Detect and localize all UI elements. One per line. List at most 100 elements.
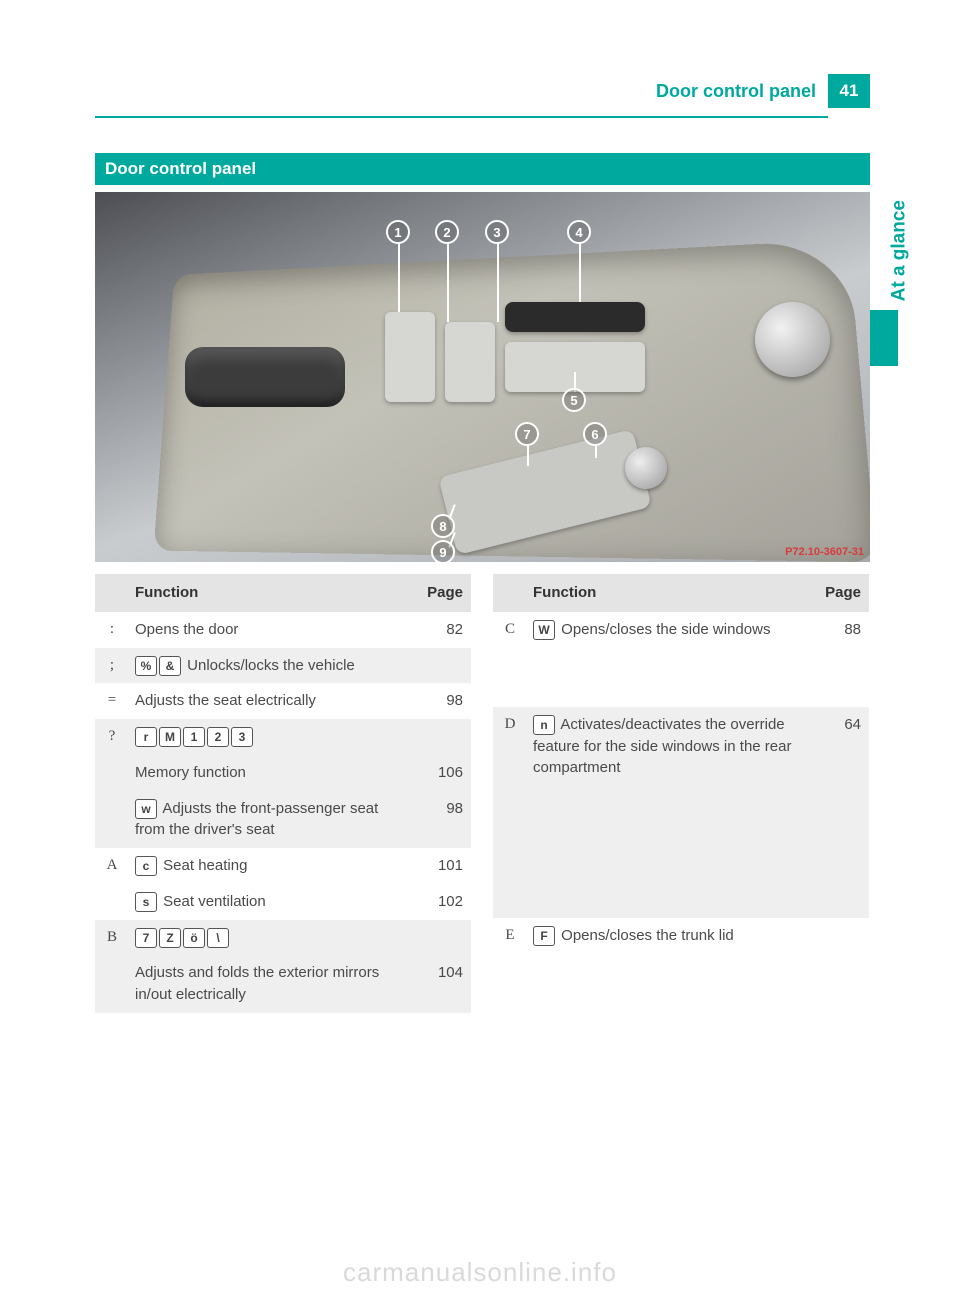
symbol-icon: n — [533, 715, 555, 735]
symbol-icon: F — [533, 926, 555, 946]
row-marker: D — [493, 707, 527, 918]
col-function: Function — [129, 574, 415, 612]
callout-line — [447, 242, 449, 322]
page-header: Door control panel 41 — [656, 74, 870, 108]
symbol-icon: \ — [207, 928, 229, 948]
row-marker — [95, 755, 129, 791]
symbol-icon: M — [159, 727, 181, 747]
row-function: rM123 — [129, 719, 415, 755]
row-marker: B — [95, 920, 129, 956]
row-function: Adjusts and folds the exterior mirrors i… — [129, 955, 415, 1013]
row-page — [415, 719, 471, 755]
function-table-left: Function Page :Opens the door82;%& Unloc… — [95, 574, 471, 1013]
row-marker: ; — [95, 648, 129, 684]
row-page: 106 — [415, 755, 471, 791]
callout-3: 3 — [485, 220, 509, 244]
button-group-1 — [385, 312, 435, 402]
symbol-icon: Z — [159, 928, 181, 948]
row-page: 98 — [415, 683, 471, 719]
symbol-icon: c — [135, 856, 157, 876]
row-function: Memory function — [129, 755, 415, 791]
table-row: ?rM123 — [95, 719, 471, 755]
symbol-icon: 2 — [207, 727, 229, 747]
callout-9: 9 — [431, 540, 455, 562]
row-page: 101 — [415, 848, 471, 884]
symbol-icon: 1 — [183, 727, 205, 747]
table-row: EF Opens/closes the trunk lid — [493, 918, 869, 1013]
symbol-icon: 7 — [135, 928, 157, 948]
watermark: carmanualsonline.info — [0, 1257, 960, 1288]
callout-2: 2 — [435, 220, 459, 244]
table-row: s Seat ventilation102 — [95, 884, 471, 920]
photo-code: P72.10-3607-31 — [785, 546, 864, 558]
col-page: Page — [415, 574, 471, 612]
row-page: 88 — [813, 612, 869, 707]
col-function: Function — [527, 574, 813, 612]
row-function: w Adjusts the front-passenger seat from … — [129, 791, 415, 849]
page-number: 41 — [828, 74, 870, 108]
callout-6: 6 — [583, 422, 607, 446]
table-row: ;%& Unlocks/locks the vehicle — [95, 648, 471, 684]
side-tab-block — [870, 310, 898, 366]
symbol-icon: r — [135, 727, 157, 747]
callout-7: 7 — [515, 422, 539, 446]
col-blank — [493, 574, 527, 612]
side-tab-text: At a glance — [888, 200, 910, 301]
row-marker — [95, 884, 129, 920]
table-row: B7Zö\ — [95, 920, 471, 956]
symbol-icon: ö — [183, 928, 205, 948]
header-divider — [95, 116, 870, 118]
button-group-2 — [445, 322, 495, 402]
col-blank — [95, 574, 129, 612]
callout-line — [398, 242, 400, 312]
row-marker: E — [493, 918, 527, 1013]
row-page: 64 — [813, 707, 869, 918]
callout-line — [497, 242, 499, 322]
function-tables: Function Page :Opens the door82;%& Unloc… — [95, 574, 870, 1013]
row-page: 82 — [415, 612, 471, 648]
callout-4: 4 — [567, 220, 591, 244]
symbol-icon: & — [159, 656, 181, 676]
mirror-knob — [625, 447, 667, 489]
light-knob — [755, 302, 830, 377]
table-row: :Opens the door82 — [95, 612, 471, 648]
table-row: w Adjusts the front-passenger seat from … — [95, 791, 471, 849]
col-page: Page — [813, 574, 869, 612]
table-row: Dn Activates/deactivates the override fe… — [493, 707, 869, 918]
symbol-icon: W — [533, 620, 555, 640]
table-row: Adjusts and folds the exterior mirrors i… — [95, 955, 471, 1013]
row-marker: C — [493, 612, 527, 707]
row-marker: : — [95, 612, 129, 648]
row-page — [415, 920, 471, 956]
section-heading: Door control panel — [95, 153, 870, 185]
row-marker: A — [95, 848, 129, 884]
row-page: 102 — [415, 884, 471, 920]
symbol-icon: w — [135, 799, 157, 819]
row-page — [415, 648, 471, 684]
callout-line — [527, 444, 529, 466]
row-function: W Opens/closes the side windows — [527, 612, 813, 707]
row-function: %& Unlocks/locks the vehicle — [129, 648, 415, 684]
callout-8: 8 — [431, 514, 455, 538]
table-row: Memory function106 — [95, 755, 471, 791]
row-page — [813, 918, 869, 1013]
row-function: Adjusts the seat electrically — [129, 683, 415, 719]
row-function: c Seat heating — [129, 848, 415, 884]
callout-line — [595, 444, 597, 458]
symbol-icon: 3 — [231, 727, 253, 747]
door-panel-photo: 1 2 3 4 5 6 7 8 9 P72.10-3607-31 — [95, 192, 870, 562]
row-function: F Opens/closes the trunk lid — [527, 918, 813, 1013]
function-table-right: Function Page CW Opens/closes the side w… — [493, 574, 869, 1013]
row-marker: ? — [95, 719, 129, 755]
row-function: n Activates/deactivates the override fea… — [527, 707, 813, 918]
row-function: 7Zö\ — [129, 920, 415, 956]
callout-1: 1 — [386, 220, 410, 244]
row-page: 98 — [415, 791, 471, 849]
table-row: Ac Seat heating101 — [95, 848, 471, 884]
memory-buttons — [505, 302, 645, 332]
row-function: Opens the door — [129, 612, 415, 648]
header-title: Door control panel — [656, 81, 816, 102]
row-marker — [95, 955, 129, 1013]
row-marker: = — [95, 683, 129, 719]
symbol-icon: s — [135, 892, 157, 912]
